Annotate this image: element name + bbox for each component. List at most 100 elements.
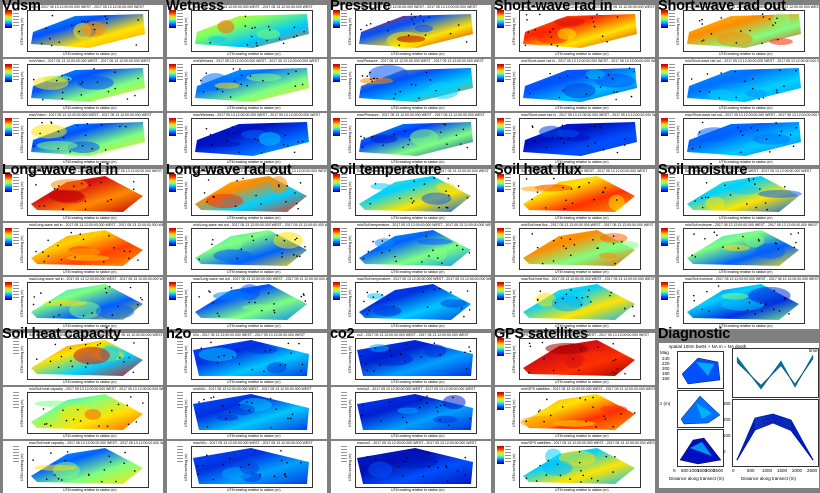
map-blob (69, 248, 101, 257)
station-point (280, 450, 282, 452)
station-point (119, 125, 121, 128)
map-panel: max/co2 - 2017 05 13 12:00:00.000 WEST -… (331, 441, 491, 493)
diagnostic-legend-label: time (809, 348, 818, 353)
map-panel: Long-wave rad in - 2017 05 13 12:00:00.0… (3, 169, 163, 221)
station-point (541, 262, 544, 265)
station-point (464, 456, 467, 459)
station-point (580, 481, 582, 483)
station-point (70, 360, 72, 362)
x-axis-label: UTM easting relative to station (m) (63, 324, 117, 328)
axes-frame (683, 64, 805, 106)
station-point (795, 126, 798, 129)
panel-caption: max/Soil heat flux - 2017 05 13 12:00:00… (521, 277, 655, 281)
map-blob (551, 295, 584, 312)
station-point (57, 366, 60, 369)
station-point (381, 294, 383, 296)
map-blob (545, 342, 589, 355)
interpolated-map (523, 122, 637, 156)
diagnostic-depth-y-tick: 100 (723, 433, 731, 438)
station-point (41, 121, 43, 124)
map-blob (520, 185, 563, 192)
station-point (111, 314, 114, 316)
station-point (42, 408, 45, 410)
station-point (392, 305, 395, 308)
y-axis-label: UTM northing (m) (512, 125, 516, 153)
colorbar-ticks (505, 64, 511, 82)
map-blob (43, 300, 88, 307)
station-point (739, 151, 742, 153)
map-blob (430, 247, 448, 262)
diagnostic-x-tick: 2000 (705, 468, 716, 473)
station-point (297, 207, 299, 210)
station-point (128, 356, 130, 359)
y-axis-label: UTM northing (m) (676, 125, 680, 153)
map-panel: max/Soil temperature - 2017 05 13 12:00:… (331, 277, 491, 329)
station-point (698, 90, 701, 93)
map-blob (33, 76, 69, 90)
station-point (58, 41, 61, 44)
station-point (708, 310, 710, 312)
station-point (761, 42, 763, 45)
panel-caption: max/Short-wave rad in - 2017 05 13 12:00… (521, 113, 655, 117)
station-point (448, 424, 450, 427)
station-point (248, 463, 250, 466)
x-axis-label: UTM easting relative to station (m) (555, 434, 609, 438)
diagnostic-depth-lines (736, 413, 814, 461)
interpolated-map (195, 14, 309, 48)
axes-frame (355, 282, 477, 324)
colorbar-ticks (341, 64, 347, 82)
axes-frame (519, 64, 641, 106)
colorbar-ticks (177, 228, 183, 246)
station-point (777, 38, 779, 41)
station-point (80, 182, 83, 185)
station-point (62, 208, 64, 211)
station-point (127, 423, 130, 426)
map-blob (84, 409, 102, 420)
map-blob (242, 304, 275, 311)
station-point (290, 352, 292, 354)
panel-caption: max/Soil temperature - 2017 05 13 12:00:… (357, 277, 491, 281)
station-point (422, 20, 425, 22)
station-point (613, 91, 615, 93)
station-point (367, 250, 370, 253)
station-point (287, 72, 290, 75)
station-point (361, 75, 364, 77)
axes-frame (191, 338, 313, 380)
station-point (439, 353, 441, 356)
station-point (411, 201, 414, 204)
map-surface (359, 230, 471, 266)
x-axis-label: UTM easting relative to station (m) (719, 160, 773, 164)
station-point (693, 233, 695, 235)
colorbar (169, 10, 176, 28)
map-panel: min/Pressure - 2017 05 13 12:00:00.000 W… (331, 59, 491, 111)
station-point (428, 255, 430, 257)
figure-tile-soil-heat-capacity: Soil heat capacity Soil heat capacity - 2… (0, 326, 163, 493)
station-point (630, 95, 633, 98)
station-point (694, 256, 697, 258)
station-point (445, 465, 447, 467)
station-point (135, 421, 138, 423)
station-point (84, 366, 87, 368)
station-point (751, 78, 754, 80)
map-blob (370, 352, 413, 366)
axes-frame (27, 282, 149, 324)
station-point (142, 402, 144, 404)
station-point (58, 314, 60, 316)
station-point (612, 359, 615, 362)
map-blob (369, 134, 398, 144)
map-blob (36, 140, 78, 151)
station-point (578, 450, 581, 453)
axes-frame (355, 174, 477, 216)
station-point (217, 356, 220, 358)
colorbar-ticks (13, 64, 19, 82)
station-point (278, 38, 281, 40)
station-point (543, 357, 545, 360)
y-axis-label: UTM northing (m) (20, 453, 24, 481)
colorbar-ticks (341, 118, 347, 136)
station-point (205, 454, 208, 457)
colorbar (5, 64, 12, 82)
map-blob (359, 77, 394, 85)
station-point (426, 402, 428, 404)
station-point (300, 369, 303, 372)
y-axis-label: UTM northing (m) (512, 399, 516, 427)
